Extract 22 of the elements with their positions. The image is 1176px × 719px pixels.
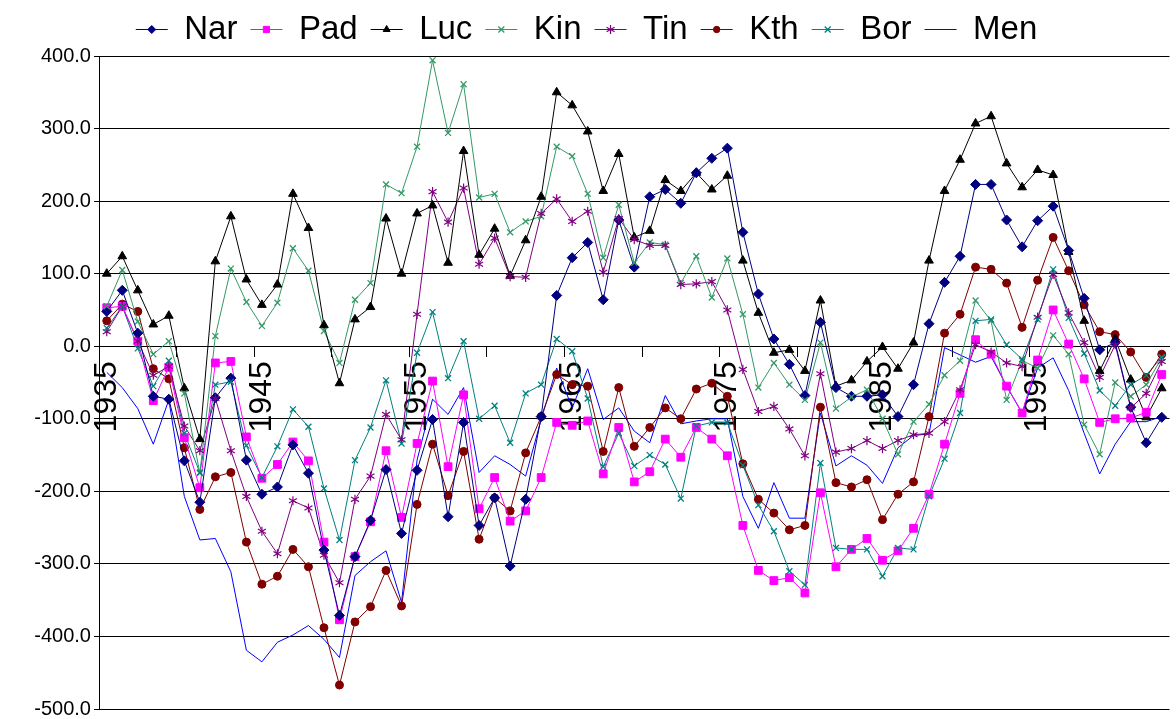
legend-label: Nar [184,8,238,46]
y-tick-label: 100.0 [40,261,91,284]
x-tick-label: 1985 [862,361,899,433]
y-tick-label: -400.0 [34,623,91,646]
legend-label: Bor [860,8,912,46]
x-tick-label: 1955 [396,361,433,433]
legend-label: Men [973,8,1038,46]
x-tick-label: 1945 [241,361,278,433]
x-tick-label: 1975 [707,361,744,433]
y-tick-label: -500.0 [34,696,91,719]
y-tick-label: 0.0 [63,333,91,356]
y-tick-label: -200.0 [34,478,91,501]
legend-label: Kin [533,8,582,46]
y-tick-label: -300.0 [34,551,91,574]
y-tick-label: 400.0 [40,43,91,66]
y-tick-label: 300.0 [40,116,91,139]
x-tick-label: 1995 [1017,361,1054,433]
y-tick-label: 200.0 [40,188,91,211]
legend-label: Tin [643,8,688,46]
legend-label: Kth [749,8,799,46]
legend-label: Pad [298,8,358,46]
legend-label: Luc [419,8,473,46]
